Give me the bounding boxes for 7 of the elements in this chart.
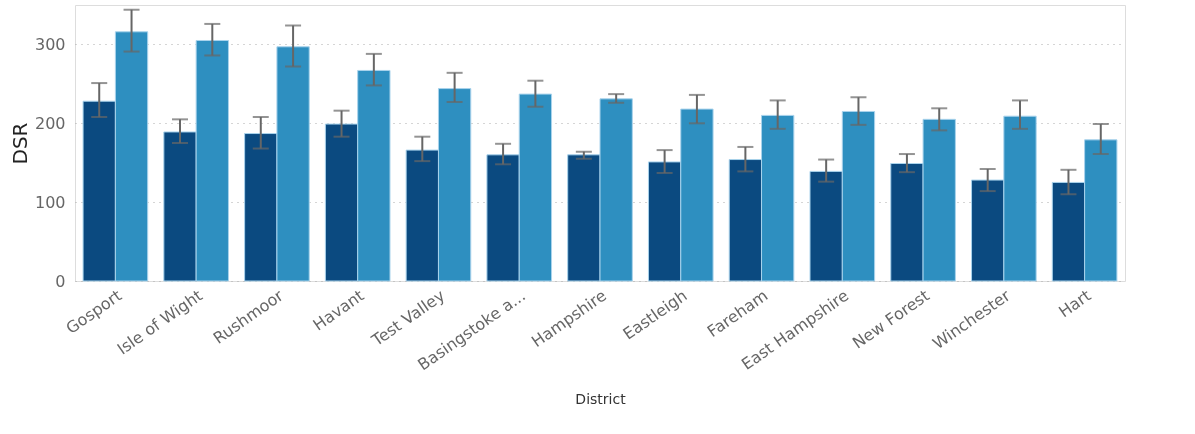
x-axis-title: District [575, 391, 627, 408]
y-tick-label: 200 [34, 113, 66, 133]
y-tick-label: 100 [34, 192, 66, 212]
y-tick-label: 300 [34, 34, 66, 54]
y-tick-label: 0 [55, 271, 66, 291]
x-tick-label: Hart [1055, 285, 1095, 322]
y-axis-title: DSR [7, 122, 32, 165]
